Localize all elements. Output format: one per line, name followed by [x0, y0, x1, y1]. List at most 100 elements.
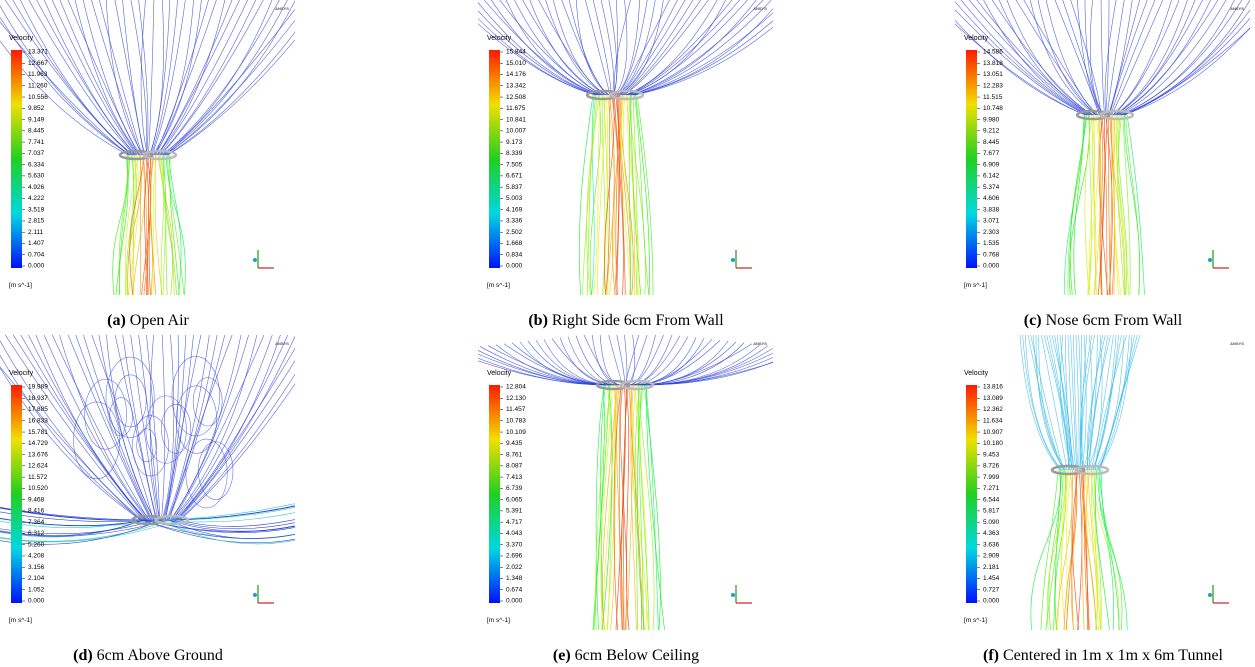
colorbar-label: 12.508 [506, 94, 526, 101]
colorbar-label: 4.717 [506, 519, 523, 526]
streamline [629, 0, 752, 95]
colorbar-label: 9.852 [28, 105, 45, 112]
streamline [645, 350, 808, 385]
colorbar-label: 12.624 [28, 463, 48, 470]
colorbar-label: 0.000 [28, 598, 45, 605]
legend-title: Velocity [964, 35, 989, 42]
streamline [42, 330, 148, 520]
streamline [636, 341, 728, 385]
colorbar-label: 13.371 [28, 49, 48, 56]
streamlines [0, 330, 330, 544]
streamline [106, 357, 154, 437]
colorbar-label: 10.180 [983, 440, 1003, 447]
colorbar-label: 7.364 [28, 519, 45, 526]
colorbar-label: 18.937 [28, 395, 48, 402]
streamline [593, 95, 601, 300]
streamline [1094, 470, 1099, 635]
legend-title: Velocity [964, 370, 989, 377]
colorbar-label: 1.535 [983, 240, 1000, 247]
streamline [74, 402, 120, 479]
legend-title: Velocity [9, 370, 34, 377]
colorbar-label: 3.336 [506, 218, 523, 225]
streamline [180, 330, 330, 520]
panel: Velocity14.58613.81813.05112.28311.51510… [925, 0, 1255, 329]
colorbar-label: 0.000 [983, 598, 1000, 605]
streamline [66, 0, 139, 155]
streamline [168, 520, 300, 539]
streamline [170, 330, 242, 520]
streamline [1101, 0, 1105, 115]
caption-label: (d) [73, 647, 93, 664]
unit-label: [m s^-1] [964, 282, 987, 289]
colorbar-label: 6.334 [28, 161, 45, 168]
streamline [647, 385, 665, 635]
colorbar-label: 14.729 [28, 440, 48, 447]
colorbar-label: 5.837 [506, 184, 523, 191]
caption-text: Open Air [130, 312, 190, 329]
streamline [1117, 115, 1125, 300]
streamline [172, 330, 258, 520]
streamline [1111, 0, 1157, 115]
streamline [148, 0, 154, 155]
streamline [579, 95, 593, 300]
colorbar-label: 9.980 [983, 116, 1000, 123]
colorbar-label: 9.453 [983, 451, 1000, 458]
caption-text: Right Side 6cm From Wall [552, 312, 724, 329]
colorbar-label: 4.606 [983, 195, 1000, 202]
streamline [632, 0, 784, 95]
triad-dot [731, 258, 735, 262]
unit-label: [m s^-1] [487, 617, 510, 624]
colorbar-label: 6.909 [983, 161, 1000, 168]
streamline [1115, 0, 1197, 115]
caption-label: (b) [528, 312, 548, 329]
colorbar-label: 8.445 [28, 128, 45, 135]
streamline [630, 335, 672, 385]
legend-title: Velocity [487, 370, 512, 377]
streamline [456, 0, 596, 95]
colorbar-label: 10.748 [983, 105, 1003, 112]
streamline [186, 439, 227, 508]
streamline [1113, 0, 1181, 115]
colorbar-label: 5.817 [983, 508, 1000, 515]
colorbar-label: 8.087 [506, 463, 523, 470]
colorbar-label: 14.176 [506, 71, 526, 78]
colorbar-label: 6.312 [28, 530, 45, 537]
streamline [617, 0, 648, 95]
colorbar-label: 13.676 [28, 451, 48, 458]
colorbar-label: 15.010 [506, 60, 526, 67]
streamline [146, 330, 160, 520]
colorbar-label: 1.668 [506, 240, 523, 247]
colorbar-label: 7.413 [506, 474, 523, 481]
streamline [1099, 470, 1127, 635]
colorbar-label: 1.407 [28, 240, 45, 247]
colorbar-label: 1.454 [983, 575, 1000, 582]
colorbar-label: 2.181 [983, 564, 1000, 571]
streamline [1077, 470, 1082, 635]
colorbar-label: 3.071 [983, 218, 1000, 225]
streamline [161, 0, 266, 155]
streamline [629, 334, 664, 385]
colorbar-label: 13.816 [983, 384, 1003, 391]
panel: Velocity12.80412.13011.45710.78310.1099.… [448, 330, 808, 664]
colorbar-label: 10.783 [506, 418, 526, 425]
colorbar-label: 7.271 [983, 485, 1000, 492]
unit-label: [m s^-1] [487, 282, 510, 289]
colorbar-label: 9.173 [506, 139, 523, 146]
colorbar-label: 11.457 [506, 406, 526, 413]
colorbar-label: 10.556 [28, 94, 48, 101]
colorbar-label: 4.363 [983, 530, 1000, 537]
streamline [592, 0, 611, 95]
streamline [1102, 470, 1114, 635]
colorbar-label: 3.156 [28, 564, 45, 571]
colorbar-label: 2.111 [28, 229, 44, 236]
streamline [641, 346, 776, 385]
colorbar [966, 50, 977, 268]
streamline [176, 330, 298, 520]
colorbar-label: 2.815 [28, 218, 45, 225]
streamline [637, 95, 653, 300]
streamline [1069, 115, 1089, 300]
colorbar-label: 13.089 [983, 395, 1003, 402]
colorbar-label: 6.739 [506, 485, 523, 492]
streamline [1124, 0, 1255, 115]
colorbar-label: 12.804 [506, 384, 526, 391]
